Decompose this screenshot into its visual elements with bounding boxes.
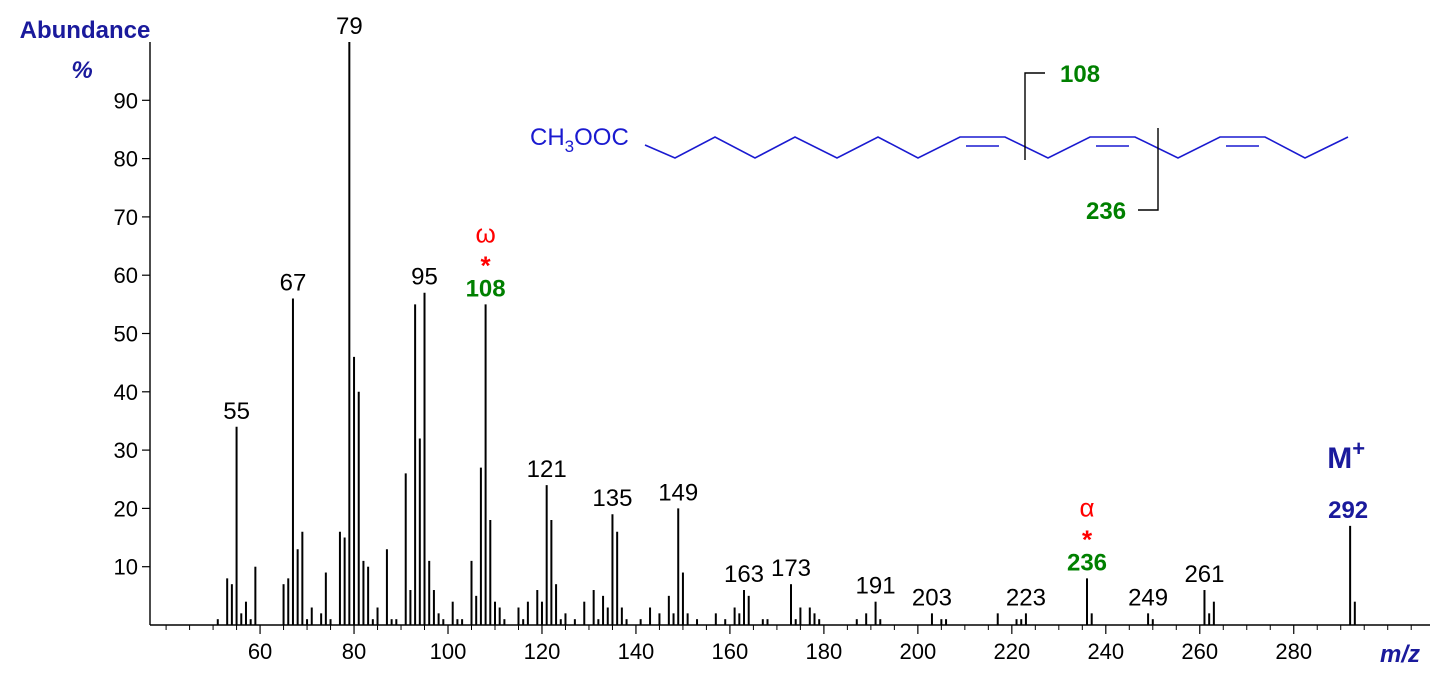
- y-tick-label: 10: [114, 555, 138, 580]
- peak-label: 121: [527, 456, 567, 483]
- y-tick-label: 90: [114, 88, 138, 113]
- y-tick-label: 50: [114, 322, 138, 347]
- peak-marker: *: [481, 250, 492, 280]
- x-tick-label: 260: [1181, 639, 1218, 664]
- peak-label: 261: [1184, 561, 1224, 588]
- x-tick-label: 180: [806, 639, 843, 664]
- peak-label: 149: [658, 479, 698, 506]
- y-axis-unit: %: [71, 57, 92, 84]
- x-tick-label: 140: [618, 639, 655, 664]
- y-tick-label: 60: [114, 263, 138, 288]
- molecular-ion: M+: [1327, 436, 1365, 475]
- structure-group: CH3OOC: [530, 124, 629, 156]
- peak-label: 203: [912, 584, 952, 611]
- molecular-ion-label: M: [1327, 442, 1352, 475]
- x-axis-label: m/z: [1380, 641, 1420, 668]
- group-subscript: 3: [565, 137, 574, 156]
- fragment-label: 236: [1086, 198, 1126, 225]
- x-tick-label: 240: [1087, 639, 1124, 664]
- y-tick-label: 20: [114, 496, 138, 521]
- peak-label: 95: [411, 264, 438, 291]
- y-axis-label: Abundance: [20, 17, 151, 44]
- peak-label: 236: [1067, 549, 1107, 576]
- group-rest: OOC: [574, 124, 629, 151]
- peak-label: 163: [724, 561, 764, 588]
- peak-label: 191: [856, 573, 896, 600]
- x-tick-label: 220: [993, 639, 1030, 664]
- x-tick-label: 200: [900, 639, 937, 664]
- x-tick-label: 280: [1275, 639, 1312, 664]
- x-tick-label: 80: [342, 639, 366, 664]
- peak-label: 67: [280, 270, 307, 297]
- cleavage-236: [1138, 128, 1159, 211]
- structure: [644, 136, 1349, 159]
- peak-label: 55: [223, 398, 250, 425]
- molecular-ion-mz: 292: [1328, 497, 1368, 524]
- peak-label: 173: [771, 555, 811, 582]
- cleavage-lines: [1024, 72, 1159, 211]
- carbon-chain: [644, 136, 1349, 159]
- y-tick-label: 80: [114, 147, 138, 172]
- peak-symbol: α: [1079, 492, 1094, 522]
- peak-label: 223: [1006, 584, 1046, 611]
- fragment-label: 108: [1060, 61, 1100, 88]
- peak-symbol: ω: [475, 218, 495, 248]
- peak-label: 135: [592, 485, 632, 512]
- peak-label: 108: [466, 275, 506, 302]
- peak-label: 79: [336, 13, 363, 40]
- y-tick-label: 70: [114, 205, 138, 230]
- y-tick-label: 30: [114, 438, 138, 463]
- cleavage-108: [1024, 72, 1045, 160]
- x-tick-label: 60: [248, 639, 272, 664]
- group-text: CH: [530, 124, 565, 151]
- molecular-ion-charge: +: [1352, 436, 1365, 461]
- x-tick-label: 120: [524, 639, 561, 664]
- y-tick-label: 40: [114, 380, 138, 405]
- x-tick-label: 160: [712, 639, 749, 664]
- peak-label: 249: [1128, 584, 1168, 611]
- x-tick-label: 100: [430, 639, 467, 664]
- peak-marker: *: [1082, 524, 1093, 554]
